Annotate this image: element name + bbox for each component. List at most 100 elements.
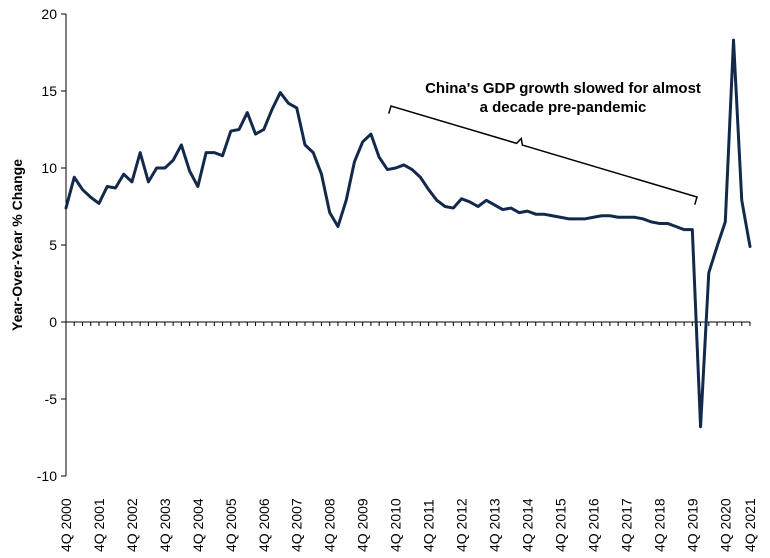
data-point [493, 203, 496, 206]
data-point [378, 156, 381, 159]
data-point [518, 211, 521, 214]
x-tick-label: 4Q 2012 [454, 498, 470, 552]
data-point [633, 216, 636, 219]
data-point [485, 199, 488, 202]
data-point [122, 173, 125, 176]
data-point [592, 216, 595, 219]
y-tick-label: 0 [49, 314, 57, 330]
data-point [65, 207, 68, 210]
y-axis: -10 -5 0 5 10 15 20 [37, 6, 67, 484]
data-point [205, 151, 208, 154]
data-point [526, 210, 529, 213]
data-point [106, 185, 109, 188]
data-point [303, 143, 306, 146]
annotation-bracket [388, 105, 698, 205]
data-point [658, 222, 661, 225]
data-point [683, 228, 686, 231]
data-point [180, 143, 183, 146]
data-point [188, 170, 191, 173]
data-point [73, 176, 76, 179]
data-point [130, 180, 133, 183]
x-tick-label: 4Q 2020 [717, 498, 733, 552]
data-point [163, 167, 166, 170]
x-axis: 4Q 2000 4Q 2001 4Q 2002 4Q 2003 4Q 2004 4Q 20… [58, 321, 758, 552]
data-point [674, 225, 677, 228]
data-point [238, 128, 241, 131]
data-point [534, 213, 537, 216]
y-tick-label: -10 [37, 468, 57, 484]
data-point [477, 205, 480, 208]
series-layer [64, 38, 752, 429]
x-tick-label: 4Q 2021 [742, 498, 758, 552]
x-tick-label: 4Q 2018 [651, 498, 667, 552]
data-point [699, 425, 702, 428]
data-point [641, 217, 644, 220]
data-point [732, 39, 735, 42]
data-point [551, 214, 554, 217]
x-tick-label: 4Q 2016 [585, 498, 601, 552]
data-point [328, 211, 331, 214]
data-point [460, 197, 463, 200]
x-tick-label: 4Q 2001 [91, 498, 107, 552]
annotation-text-line-1: China's GDP growth slowed for almost [425, 80, 701, 97]
x-tick-label: 4Q 2000 [58, 498, 74, 552]
x-tick-label: 4Q 2015 [552, 498, 568, 552]
x-tick-label: 4Q 2011 [421, 499, 437, 552]
data-point [411, 168, 414, 171]
data-point [650, 220, 653, 223]
data-point [287, 102, 290, 105]
data-point [394, 167, 397, 170]
x-tick-label: 4Q 2007 [289, 498, 305, 552]
data-point [81, 188, 84, 191]
data-point [345, 199, 348, 202]
data-point [617, 216, 620, 219]
x-tick-label: 4Q 2019 [684, 498, 700, 552]
y-tick-label: -5 [45, 391, 58, 407]
gdp-growth-series-line [64, 38, 752, 429]
data-point [97, 202, 100, 205]
data-point [196, 185, 199, 188]
y-tick-label: 15 [41, 83, 57, 99]
x-tick-label: 4Q 2003 [157, 498, 173, 552]
annotation: China's GDP growth slowed for almost a d… [388, 80, 701, 205]
data-point [336, 225, 339, 228]
x-tick-label: 4Q 2013 [487, 498, 503, 552]
annotation-text-line-2: a decade pre-pandemic [480, 99, 647, 116]
x-tick-label: 4Q 2005 [223, 498, 239, 552]
y-tick-label: 20 [41, 6, 57, 22]
x-tick-label: 4Q 2002 [124, 498, 140, 552]
data-point [716, 245, 719, 248]
data-point [510, 207, 513, 210]
x-tick-label: 4Q 2010 [388, 498, 404, 552]
data-point [320, 173, 323, 176]
data-point [567, 217, 570, 220]
data-point [369, 133, 372, 136]
data-point [452, 207, 455, 210]
data-point [361, 140, 364, 143]
data-point [575, 217, 578, 220]
data-point [501, 208, 504, 211]
data-point [559, 216, 562, 219]
data-point [625, 216, 628, 219]
x-tick-label: 4Q 2008 [322, 498, 338, 552]
data-point [435, 199, 438, 202]
x-tick-label: 4Q 2017 [618, 498, 634, 552]
data-point [89, 196, 92, 199]
data-point [740, 199, 743, 202]
data-point [427, 188, 430, 191]
data-point [139, 151, 142, 154]
data-point [444, 205, 447, 208]
data-point [353, 160, 356, 163]
x-tick-label: 4Q 2006 [256, 498, 272, 552]
data-point [295, 106, 298, 109]
data-point [312, 151, 315, 154]
x-tick-label: 4Q 2009 [355, 498, 371, 552]
data-point [279, 91, 282, 94]
data-point [246, 111, 249, 114]
data-point [213, 151, 216, 154]
data-point [172, 159, 175, 162]
data-point [666, 222, 669, 225]
data-point [468, 200, 471, 203]
y-axis-title: Year-Over-Year % Change [9, 159, 25, 331]
x-tick-label: 4Q 2014 [519, 498, 535, 552]
